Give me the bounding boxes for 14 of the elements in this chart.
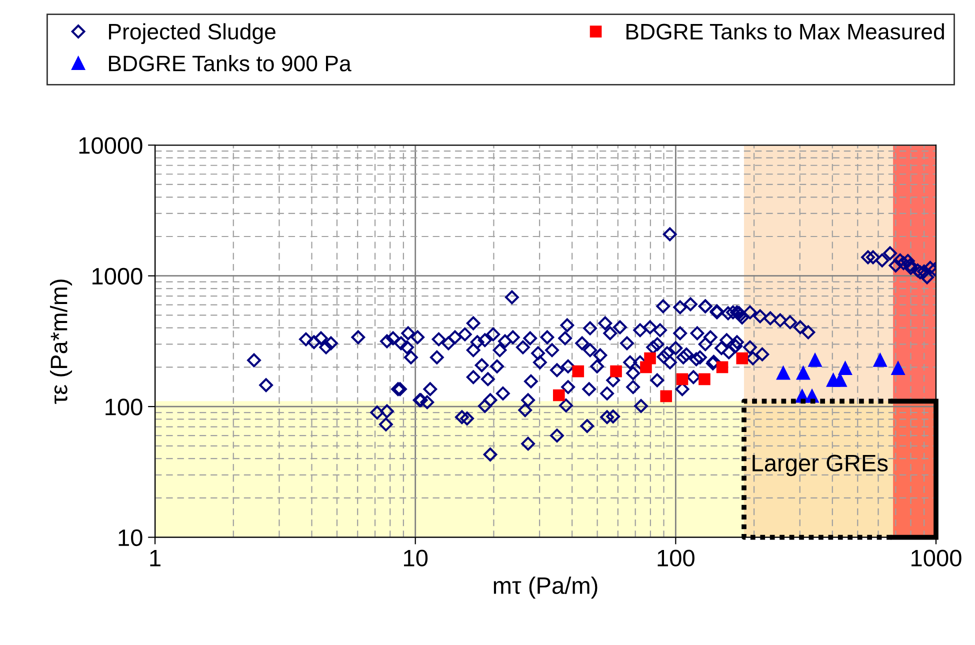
y-tick-label: 10000 — [79, 137, 142, 154]
legend-label: Projected Sludge — [109, 23, 276, 44]
x-tick-label: 10 — [404, 550, 428, 566]
legend-label: BDGRE Tanks to 900 Pa — [109, 55, 352, 72]
legend-label: BDGRE Tanks to Max Measured — [626, 23, 944, 40]
y-tick-label: 10 — [118, 529, 142, 546]
y-axis-title: τε (Pa*m/m) — [50, 280, 72, 404]
x-tick-label: 1000 — [912, 550, 962, 566]
x-tick-label: 1 — [150, 550, 160, 566]
annotation: Larger GREs — [752, 454, 888, 476]
x-axis-title: mτ (Pa/m) — [494, 576, 598, 599]
y-tick-label: 100 — [106, 398, 142, 416]
y-tick-label: 1000 — [92, 268, 142, 285]
x-tick-label: 100 — [658, 550, 694, 566]
